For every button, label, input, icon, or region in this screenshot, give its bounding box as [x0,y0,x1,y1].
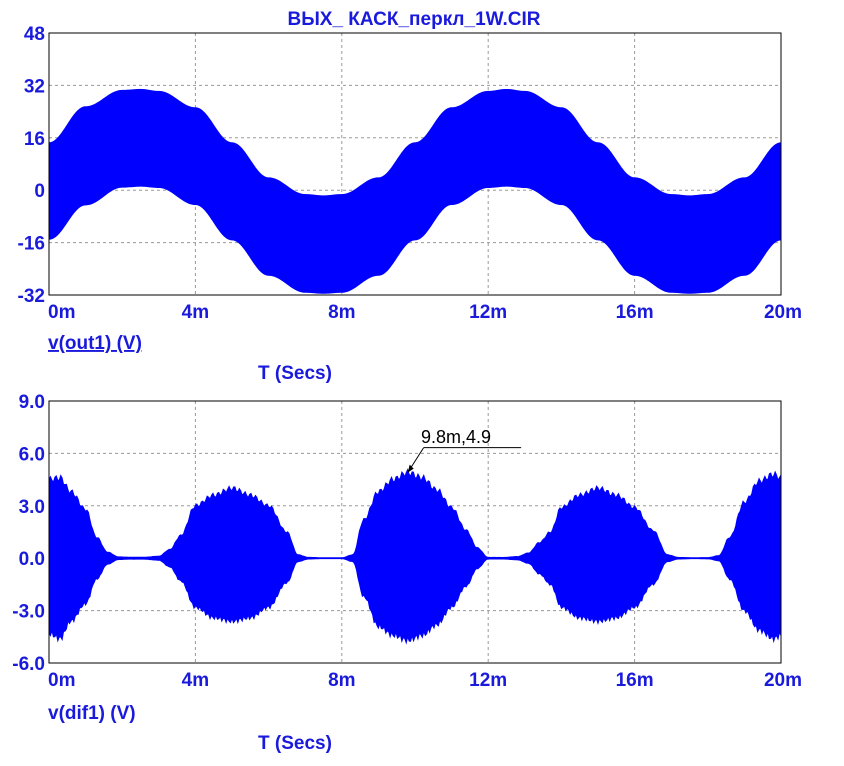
y-tick-label: -3.0 [12,602,45,623]
x-tick-label: 12m [469,302,507,323]
y-tick-label: 0 [34,181,45,202]
x-tick-label: 0m [48,670,75,691]
x-tick-label: 4m [182,670,209,691]
annotation-arrowhead [407,464,414,473]
y-tick-label: -32 [18,286,45,307]
y-tick-label: -16 [18,234,45,255]
y-tick-label: 3.0 [19,497,45,518]
bottom-plot-ylabel: v(dif1) (V) [48,703,136,724]
y-tick-label: 48 [24,24,45,45]
y-tick-label: 6.0 [19,444,45,465]
bottom-plot: 9.0 6.0 3.0 0.0 -3.0 -6.00m 4m 8m 12m 16m 20m [12,392,802,691]
plot-frame [48,32,782,296]
x-tick-label: 8m [328,302,355,323]
bottom-plot-xlabel: T (Secs) [258,733,332,754]
x-tick-label: 20m [764,670,802,691]
bottom-plot-annotation-label: 9.8m,4.9 [421,427,491,447]
y-tick-label: -6.0 [12,654,45,675]
y-tick-label: 16 [24,129,45,150]
x-tick-label: 16m [616,302,654,323]
series-band [48,468,782,645]
top-plot-xlabel: T (Secs) [258,363,332,384]
x-tick-label: 4m [182,302,209,323]
top-plot-ylabel: v(out1) (V) [48,333,142,354]
x-tick-label: 20m [764,302,802,323]
plot-frame [48,400,782,664]
x-tick-label: 16m [616,670,654,691]
x-tick-label: 12m [469,670,507,691]
chart-title: ВЫХ_ КАСК_перкл_1W.CIR [287,9,540,30]
y-tick-label: 32 [24,76,45,97]
y-tick-label: 0.0 [19,549,45,570]
x-tick-label: 8m [328,670,355,691]
x-tick-label: 0m [48,302,75,323]
y-tick-label: 9.0 [19,392,45,413]
series-band [48,88,782,294]
